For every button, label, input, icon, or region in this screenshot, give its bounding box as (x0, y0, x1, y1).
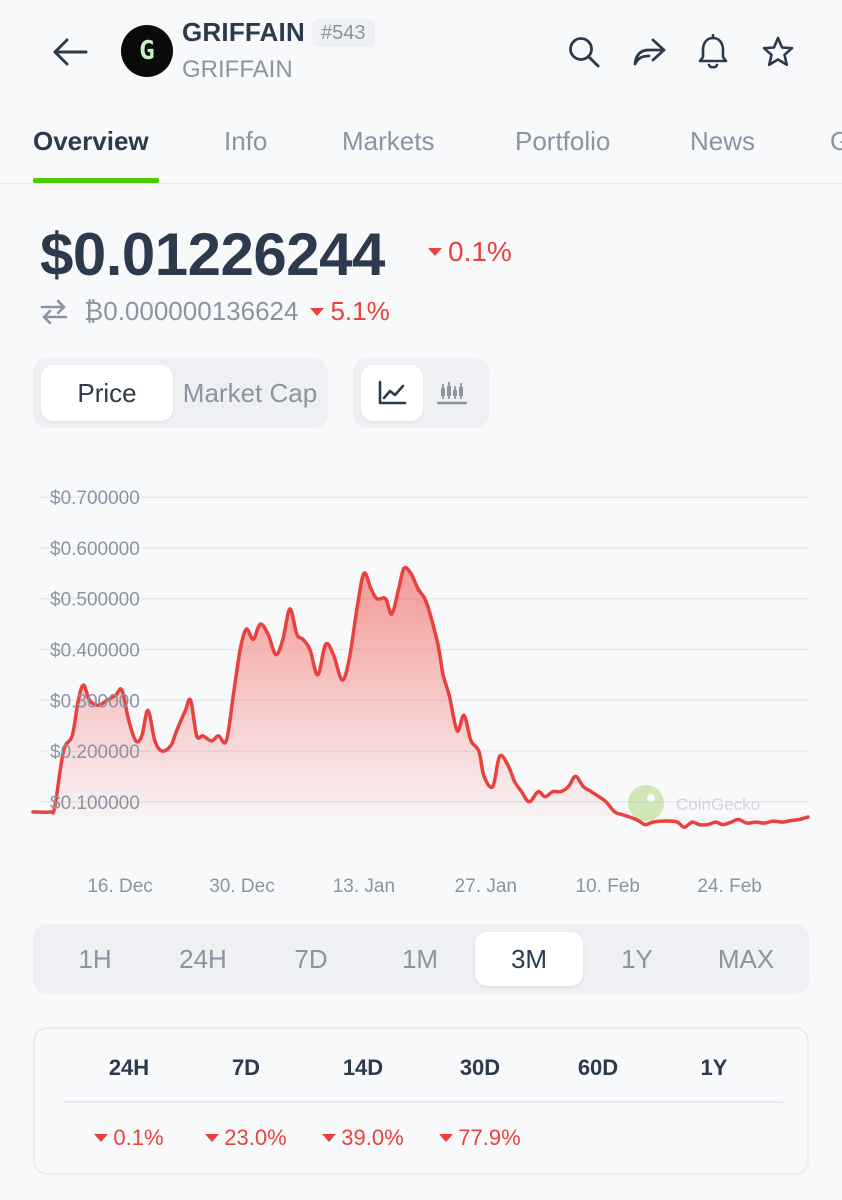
perf-value-text: 39.0% (341, 1125, 404, 1150)
coin-logo: G (121, 25, 173, 77)
y-tick-label: $0.700000 (50, 488, 140, 509)
current-price: $0.01226244 (40, 221, 385, 288)
active-tab-indicator (33, 178, 159, 183)
y-tick-label: $0.500000 (50, 590, 140, 611)
price-line (31, 565, 810, 829)
range-1y[interactable]: 1Y (621, 943, 653, 974)
x-tick-label: 27. Jan (455, 876, 517, 897)
x-tick-label: 10. Feb (576, 876, 640, 897)
caret-down-icon (205, 1134, 220, 1142)
perf-value-text: 77.9% (458, 1125, 521, 1150)
watermark-text: CoinGecko (676, 795, 760, 814)
y-tick-label: $0.600000 (50, 539, 140, 560)
tab-news[interactable]: News (690, 126, 756, 156)
range-max[interactable]: MAX (717, 943, 775, 974)
tab-overview[interactable]: Overview (33, 126, 149, 156)
bell-icon[interactable] (691, 30, 735, 74)
range-1m[interactable]: 1M (401, 943, 439, 974)
caret-down-icon (428, 248, 442, 256)
share-icon[interactable] (627, 30, 671, 74)
candlestick-chart-icon[interactable] (421, 365, 483, 421)
price-chart[interactable]: CoinGecko $0.700000$0.600000$0.500000$0.… (0, 470, 842, 910)
range-24h[interactable]: 24H (179, 943, 227, 974)
perf-header-14d: 14D (342, 1055, 384, 1080)
tab-info[interactable]: Info (224, 126, 268, 156)
coin-name: GRIFFAIN (182, 17, 305, 47)
range-1h[interactable]: 1H (78, 943, 112, 974)
y-tick-label: $0.100000 (50, 793, 140, 814)
x-tick-label: 30. Dec (209, 876, 274, 897)
range-3m[interactable]: 3M (475, 932, 583, 986)
btc-price-row: ₿0.000000136624 5.1% (40, 296, 390, 327)
app-header: G GRIFFAIN #543 GRIFFAIN (0, 0, 842, 100)
y-tick-label: $0.200000 (50, 742, 140, 763)
arrow-left-icon[interactable] (48, 30, 92, 74)
x-tick-label: 16. Dec (87, 876, 152, 897)
tab-markets[interactable]: Markets (342, 126, 435, 156)
perf-header-1y: 1Y (700, 1055, 728, 1080)
btc-change: 5.1% (310, 296, 390, 327)
perf-value-14d: 39.0% (304, 1125, 422, 1151)
x-tick-label: 24. Feb (697, 876, 761, 897)
perf-value-7d: 23.0% (187, 1125, 305, 1151)
perf-header-7d: 7D (231, 1055, 261, 1080)
search-icon[interactable] (562, 30, 606, 74)
metric-toggle: Price Market Cap (33, 358, 328, 428)
perf-divider (63, 1101, 783, 1103)
caret-down-icon (322, 1134, 337, 1142)
perf-value-30d: 77.9% (421, 1125, 539, 1151)
swap-icon (40, 299, 68, 325)
y-tick-label: $0.300000 (50, 691, 140, 712)
caret-down-icon (94, 1134, 109, 1142)
price-toggle[interactable]: Price (41, 365, 173, 421)
performance-table: 24H 7D 14D 30D 60D 1Y 0.1% 23.0% 39.0% 7… (33, 1027, 809, 1175)
y-axis-labels: $0.700000 $0.600000 $0.500000 $0.400000 $0.3… (50, 488, 140, 814)
star-icon[interactable] (756, 30, 800, 74)
perf-value-24h: 0.1% (70, 1125, 188, 1151)
rank-badge: #543 (312, 19, 375, 47)
x-axis-labels: 16. Dec 30. Dec 13. Jan 27. Jan 10. Feb 24. F… (87, 876, 762, 897)
caret-down-icon (439, 1134, 454, 1142)
coin-tabs: Overview Info Markets Portfolio News G (0, 110, 842, 184)
perf-value-text: 23.0% (224, 1125, 287, 1150)
market-cap-toggle[interactable]: Market Cap (182, 377, 318, 408)
caret-down-icon (310, 307, 325, 316)
coingecko-watermark: CoinGecko (628, 785, 760, 821)
perf-header-24h: 24H (108, 1055, 150, 1080)
range-7d[interactable]: 7D (294, 943, 328, 974)
coin-logo-letter: G (139, 36, 155, 66)
perf-header-30d: 30D (459, 1055, 501, 1080)
coin-symbol: GRIFFAIN (182, 56, 293, 83)
price-area (33, 567, 808, 828)
y-tick-label: $0.400000 (50, 641, 140, 662)
tab-overflow[interactable]: G (830, 126, 842, 157)
perf-value-text: 0.1% (113, 1125, 164, 1150)
chart-type-toggle (353, 358, 489, 428)
x-tick-label: 13. Jan (333, 876, 395, 897)
btc-change-value: 5.1% (330, 296, 390, 326)
price-change-value: 0.1% (448, 236, 512, 267)
price-change: 0.1% (428, 236, 512, 268)
btc-price: ₿0.000000136624 (84, 296, 299, 326)
perf-header-60d: 60D (577, 1055, 619, 1080)
time-range-selector: 1H 24H 7D 1M 3M 1Y MAX (33, 924, 809, 994)
tab-portfolio[interactable]: Portfolio (515, 126, 611, 156)
line-chart-icon[interactable] (361, 365, 423, 421)
